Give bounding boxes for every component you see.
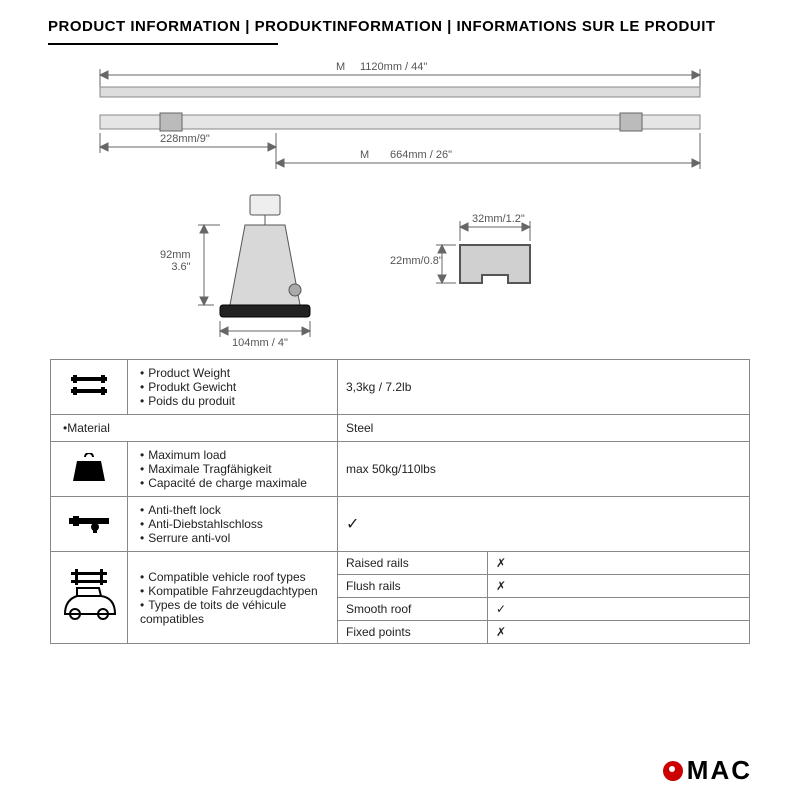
dim-overall-letter: M xyxy=(336,61,345,73)
roof-flush-label: Flush rails xyxy=(338,575,488,598)
dim-inner-letter: M xyxy=(360,149,369,161)
dim-inner-span: 664mm / 26" xyxy=(390,149,452,161)
diagram-svg xyxy=(0,55,800,355)
antitheft-label-fr: Serrure anti-vol xyxy=(140,531,329,545)
weight-label-en: Product Weight xyxy=(140,366,329,380)
dimension-diagram: M 1120mm / 44" 228mm/9" M 664mm / 26" 92… xyxy=(0,55,800,355)
roof-raised-value: ✗ xyxy=(488,552,750,575)
maxload-value: max 50kg/110lbs xyxy=(338,442,750,497)
logo-text: MAC xyxy=(687,755,752,786)
row-material: •Material Steel xyxy=(51,415,750,442)
spec-table: Product Weight Produkt Gewicht Poids du … xyxy=(50,359,750,644)
maxload-label-en: Maximum load xyxy=(140,448,329,462)
roof-flush-value: ✗ xyxy=(488,575,750,598)
row-maxload: Maximum load Maximale Tragfähigkeit Capa… xyxy=(51,442,750,497)
dim-bracket-height: 92mm 3.6" xyxy=(160,249,191,273)
title-underline xyxy=(48,43,278,45)
dim-overall-width: 1120mm / 44" xyxy=(360,61,427,73)
roof-smooth-label: Smooth roof xyxy=(338,598,488,621)
weight-value: 3,3kg / 7.2lb xyxy=(338,360,750,415)
lock-icon xyxy=(51,497,128,552)
antitheft-label-en: Anti-theft lock xyxy=(140,503,329,517)
weight-label-de: Produkt Gewicht xyxy=(140,380,329,394)
roof-label-de: Kompatible Fahrzeugdachtypen xyxy=(140,584,329,598)
row-antitheft: Anti-theft lock Anti-Diebstahlschloss Se… xyxy=(51,497,750,552)
dim-profile-height: 22mm/0.8" xyxy=(390,255,443,267)
roof-raised-label: Raised rails xyxy=(338,552,488,575)
material-value: Steel xyxy=(338,415,750,442)
maxload-label-fr: Capacité de charge maximale xyxy=(140,476,329,490)
roof-label-en: Compatible vehicle roof types xyxy=(140,570,329,584)
antitheft-value: ✓ xyxy=(338,497,750,552)
roof-smooth-value: ✓ xyxy=(488,598,750,621)
maxload-label-de: Maximale Tragfähigkeit xyxy=(140,462,329,476)
logo-dot-icon xyxy=(663,761,683,781)
row-roof-raised: Compatible vehicle roof types Kompatible… xyxy=(51,552,750,575)
roof-fixed-value: ✗ xyxy=(488,621,750,644)
weight-label-fr: Poids du produit xyxy=(140,394,329,408)
dim-left-offset: 228mm/9" xyxy=(160,133,210,145)
car-icon xyxy=(51,552,128,644)
brand-logo: MAC xyxy=(663,755,752,786)
row-weight: Product Weight Produkt Gewicht Poids du … xyxy=(51,360,750,415)
page-title: PRODUCT INFORMATION | PRODUKTINFORMATION… xyxy=(0,0,800,43)
material-label: Material xyxy=(67,421,110,435)
maxload-icon xyxy=(51,442,128,497)
roof-fixed-label: Fixed points xyxy=(338,621,488,644)
dim-profile-width: 32mm/1.2" xyxy=(472,213,525,225)
roof-label-fr: Types de toits de véhicule compatibles xyxy=(140,598,329,626)
dim-bracket-width: 104mm / 4" xyxy=(232,337,288,349)
antitheft-label-de: Anti-Diebstahlschloss xyxy=(140,517,329,531)
weight-icon xyxy=(51,360,128,415)
